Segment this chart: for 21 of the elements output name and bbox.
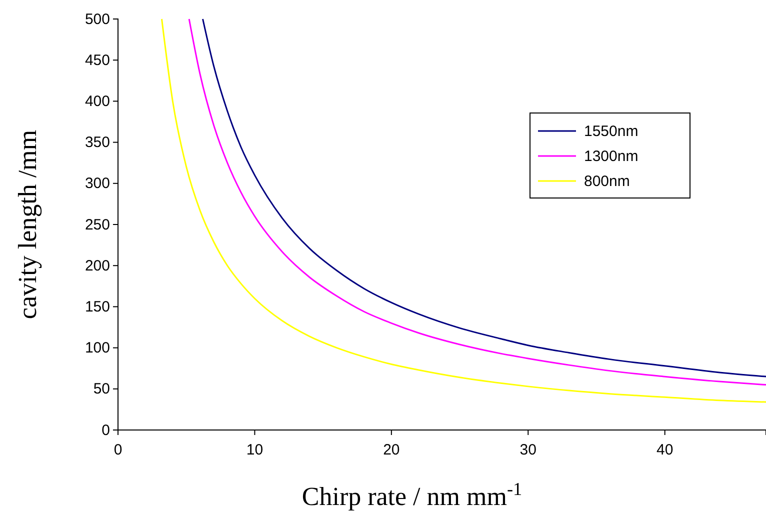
y-tick-label: 350 (84, 134, 110, 152)
x-tick-label: 10 (246, 442, 264, 458)
y-tick-label: 200 (84, 257, 110, 274)
y-tick-label: 50 (93, 380, 110, 398)
y-axis-title: cavity length /mm (13, 130, 42, 320)
y-tick-label: 400 (84, 93, 110, 110)
y-tick-label: 250 (84, 216, 110, 234)
y-tick-label: 500 (84, 10, 110, 28)
y-tick-label: 300 (84, 175, 110, 192)
y-tick-label: 100 (84, 340, 110, 357)
y-tick-label: 150 (84, 298, 110, 316)
x-tick-label: 0 (114, 442, 122, 458)
legend-label: 800nm (584, 173, 630, 190)
x-tick-label: 30 (520, 442, 536, 458)
x-axis-title: Chirp rate / nm mm$^{-1}$ (302, 479, 522, 511)
y-tick-label: 450 (84, 52, 110, 69)
legend-label: 1550nm (584, 123, 638, 140)
x-tick-label: 40 (656, 442, 674, 458)
legend-label: 1300nm (584, 148, 638, 165)
x-tick-label: 20 (383, 442, 400, 458)
y-tick-label: 0 (102, 422, 110, 439)
